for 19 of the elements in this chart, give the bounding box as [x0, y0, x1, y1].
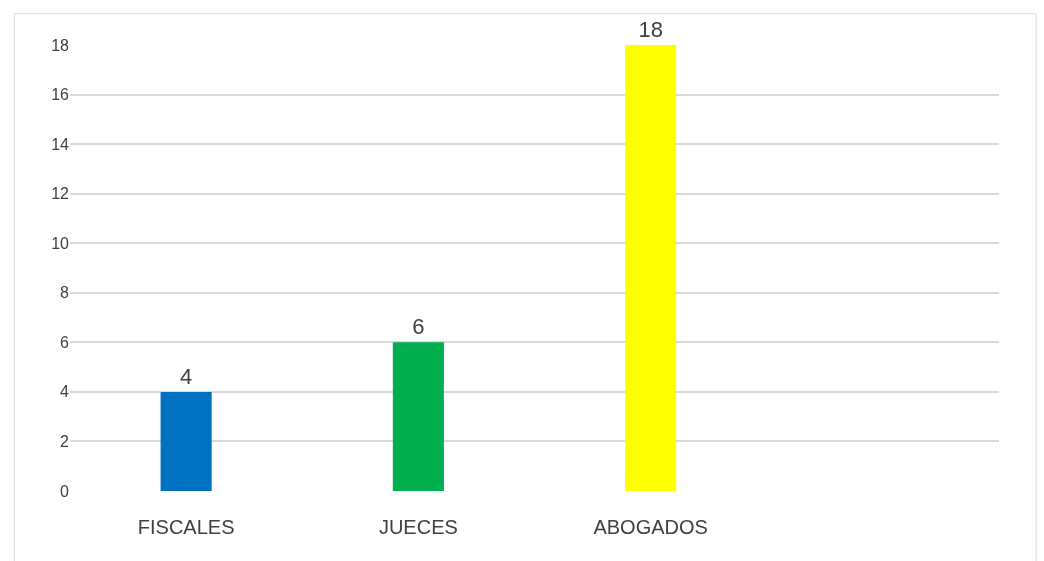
bar [625, 45, 677, 491]
y-tick-label: 4 [60, 383, 70, 401]
x-tick-label: FISCALES [137, 516, 235, 538]
y-tick-label: 2 [60, 433, 70, 451]
y-tick-label: 10 [51, 234, 70, 252]
data-label: 4 [180, 363, 193, 389]
y-tick-label: 18 [51, 36, 70, 54]
data-label: 18 [638, 17, 663, 42]
data-label: 6 [412, 314, 425, 340]
y-tick-label: 8 [60, 284, 70, 302]
y-tick-label: 6 [60, 333, 70, 351]
y-tick-label: 12 [51, 185, 70, 203]
x-tick-label: JUECES [378, 516, 458, 538]
y-tick-label: 0 [60, 482, 70, 500]
bar [392, 342, 444, 491]
y-tick-label: 16 [51, 86, 70, 104]
bar [160, 391, 212, 491]
y-tick-label: 14 [51, 135, 70, 153]
x-tick-label: ABOGADOS [593, 516, 708, 538]
